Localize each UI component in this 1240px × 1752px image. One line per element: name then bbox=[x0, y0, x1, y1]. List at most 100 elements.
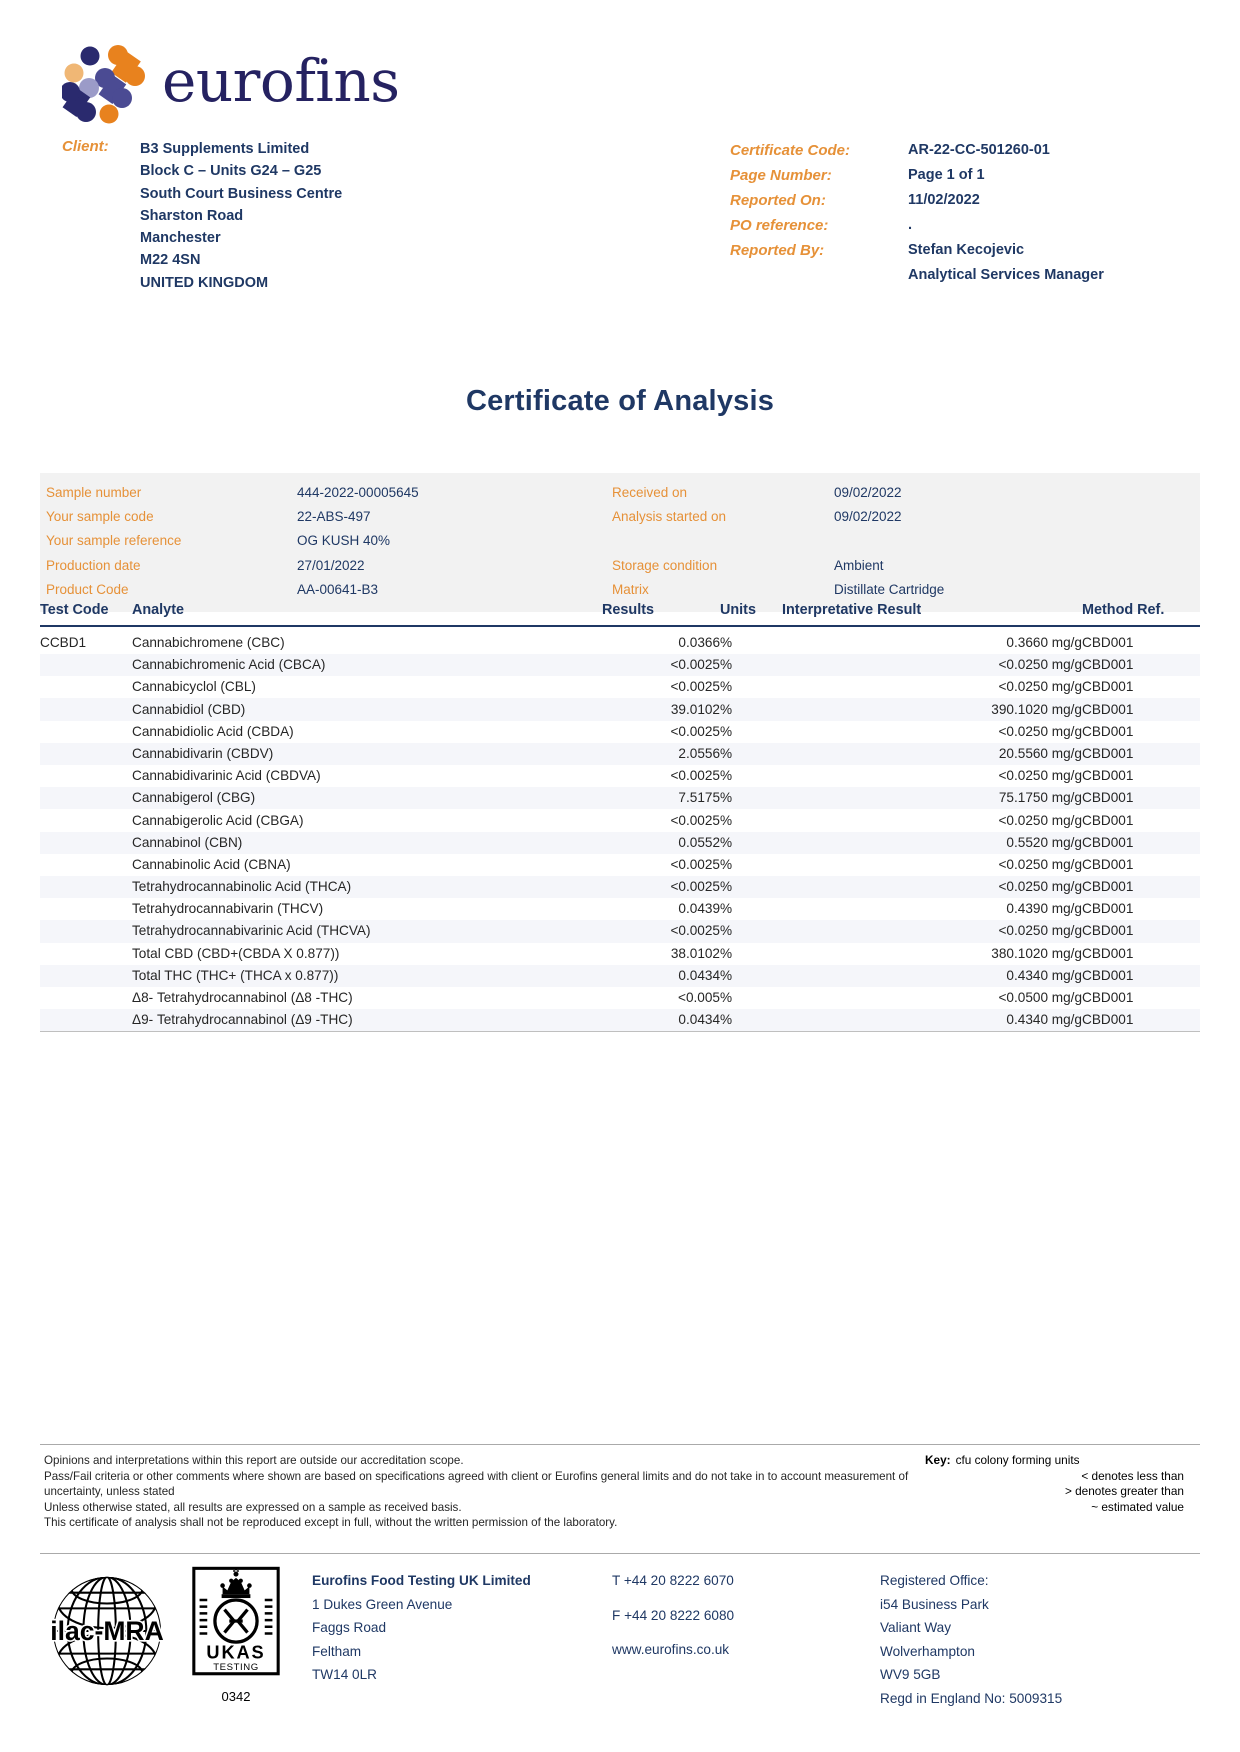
disclaimer-line: Pass/Fail criteria or other comments whe… bbox=[44, 1469, 909, 1499]
footer-website-link[interactable]: www.eurofins.co.uk bbox=[612, 1642, 730, 1658]
production-date-label: Production date bbox=[46, 557, 141, 573]
key-label: Key: bbox=[925, 1453, 951, 1467]
footer-address-line: Faggs Road bbox=[312, 1620, 387, 1636]
analysis-started-value: 09/02/2022 bbox=[834, 509, 902, 525]
sample-number-value: 444-2022-00005645 bbox=[297, 485, 419, 500]
footer-address-line: 1 Dukes Green Avenue bbox=[312, 1596, 453, 1612]
page-title: Certificate of Analysis bbox=[465, 385, 775, 417]
cell-analyte: Cannabichromenic Acid (CBCA) bbox=[132, 657, 326, 673]
cell-test-code bbox=[40, 943, 132, 965]
key-first-row: Key: cfu colony forming units bbox=[925, 1453, 1200, 1469]
footer-company-address: Eurofins Food Testing UK Limited 1 Dukes… bbox=[312, 1565, 612, 1687]
footer-registered-line: Wolverhampton bbox=[880, 1643, 975, 1659]
cell-test-code bbox=[40, 876, 132, 898]
cell-unit: % bbox=[720, 679, 733, 695]
sample-spacer-label bbox=[612, 529, 834, 553]
svg-text:TESTING: TESTING bbox=[213, 1662, 259, 1673]
cell-unit: % bbox=[720, 923, 733, 939]
cell-interpretative-result: 0.4390 mg/g bbox=[1006, 901, 1082, 917]
client-block: Client: B3 Supplements Limited Block C –… bbox=[62, 138, 342, 294]
cell-analyte: Cannabigerolic Acid (CBGA) bbox=[132, 812, 304, 828]
cell-test-code: CCBD1 bbox=[40, 635, 87, 650]
client-address-line: Block C – Units G24 – G25 bbox=[140, 163, 322, 180]
cell-analyte: Cannabinolic Acid (CBNA) bbox=[132, 856, 291, 872]
footer-registered-line: Valiant Way bbox=[880, 1620, 952, 1636]
table-row: Cannabichromenic Acid (CBCA) <0.0025% <0.0… bbox=[40, 654, 1200, 677]
cell-result: <0.005 bbox=[678, 990, 720, 1005]
footer-registered-line: i54 Business Park bbox=[880, 1596, 989, 1612]
cell-interpretative-result: 0.4340 mg/g bbox=[1006, 1012, 1082, 1028]
cell-interpretative-result: <0.0250 mg/g bbox=[998, 657, 1082, 673]
cell-method-ref: CBD001 bbox=[1082, 657, 1134, 673]
cell-test-code bbox=[40, 965, 132, 987]
table-row: Δ8- Tetrahydrocannabinol (Δ8 -THC) <0.005… bbox=[40, 987, 1200, 1009]
cell-test-code bbox=[40, 920, 132, 942]
table-row: Cannabidiolic Acid (CBDA) <0.0025% <0.0250… bbox=[40, 721, 1200, 743]
cell-test-code bbox=[40, 765, 132, 787]
cell-test-code bbox=[40, 1009, 132, 1031]
reported-by-row: Reported By: Stefan Kecojevic bbox=[730, 238, 1104, 263]
table-row: Cannabigerolic Acid (CBGA) <0.0025% <0.025… bbox=[40, 809, 1200, 831]
cell-result: <0.0025 bbox=[670, 768, 720, 784]
sample-reference-label: Your sample reference bbox=[46, 533, 182, 549]
sample-code-value: 22-ABS-497 bbox=[297, 509, 371, 525]
cell-result: <0.0025 bbox=[670, 923, 720, 939]
disclaimer-text: Opinions and interpretations within this… bbox=[44, 1453, 914, 1531]
cell-interpretative-result: 380.1020 mg/g bbox=[991, 945, 1082, 961]
col-test-code: Test Code bbox=[40, 600, 132, 627]
col-results: Results bbox=[602, 600, 720, 627]
cell-interpretative-result: <0.0500 mg/g bbox=[998, 990, 1082, 1005]
col-analyte: Analyte bbox=[132, 600, 602, 627]
cell-result: 0.0434 bbox=[678, 1012, 720, 1028]
disclaimer-line: Unless otherwise stated, all results are… bbox=[44, 1500, 462, 1514]
cell-interpretative-result: <0.0250 mg/g bbox=[998, 812, 1082, 828]
certificate-code-label: Certificate Code: bbox=[730, 142, 851, 159]
table-row: Cannabinolic Acid (CBNA) <0.0025% <0.0250 … bbox=[40, 854, 1200, 876]
table-row: Total CBD (CBD+(CBDA X 0.877)) 38.0102% 38… bbox=[40, 943, 1200, 965]
cell-unit: % bbox=[720, 901, 733, 917]
cell-method-ref: CBD001 bbox=[1082, 790, 1134, 806]
table-row: CCBD1 Cannabichromene (CBC) 0.0366% 0.3660 … bbox=[40, 626, 1200, 654]
po-reference-value: . bbox=[908, 217, 913, 233]
cell-method-ref: CBD001 bbox=[1082, 967, 1134, 983]
cell-method-ref: CBD001 bbox=[1082, 701, 1134, 717]
cell-interpretative-result: 390.1020 mg/g bbox=[991, 701, 1082, 717]
disclaimer-divider bbox=[40, 1444, 1200, 1445]
sample-info-panel: Sample number 444-2022-00005645 Received… bbox=[40, 473, 1200, 613]
cell-result: 0.0552 bbox=[678, 834, 720, 850]
cell-test-code bbox=[40, 809, 132, 831]
production-date-value: 27/01/2022 bbox=[297, 557, 365, 573]
cell-analyte: Tetrahydrocannabivarinic Acid (THCVA) bbox=[132, 923, 371, 939]
cell-unit: % bbox=[720, 701, 733, 717]
table-row: Tetrahydrocannabivarinic Acid (THCVA) <0.… bbox=[40, 920, 1200, 943]
cell-unit: % bbox=[720, 723, 733, 739]
cell-test-code bbox=[40, 654, 132, 676]
cell-result: 0.0439 bbox=[678, 901, 720, 917]
po-reference-label: PO reference: bbox=[730, 217, 829, 234]
cell-unit: % bbox=[720, 945, 733, 961]
page-number-label: Page Number: bbox=[730, 167, 832, 184]
svg-text:ilac-MRA: ilac-MRA bbox=[50, 1616, 164, 1646]
matrix-value: Distillate Cartridge bbox=[834, 581, 945, 597]
cell-analyte: Total THC (THC+ (THCA x 0.877)) bbox=[132, 967, 339, 983]
cell-test-code bbox=[40, 898, 132, 920]
cell-test-code bbox=[40, 743, 132, 765]
cell-analyte: Δ8- Tetrahydrocannabinol (Δ8 -THC) bbox=[132, 990, 353, 1005]
cell-analyte: Cannabidivarin (CBDV) bbox=[132, 745, 274, 761]
eurofins-wordmark: eurofins bbox=[162, 47, 400, 115]
results-table-head: Test Code Analyte Results Units Interpre… bbox=[40, 600, 1200, 627]
cell-analyte: Cannabigerol (CBG) bbox=[132, 790, 256, 806]
cell-method-ref: CBD001 bbox=[1082, 945, 1134, 961]
key-cfu: cfu colony forming units bbox=[955, 1453, 1080, 1467]
ukas-icon: UKAS TESTING bbox=[188, 1565, 284, 1684]
page-number-value: Page 1 of 1 bbox=[908, 167, 985, 183]
cell-interpretative-result: 0.3660 mg/g bbox=[1006, 635, 1082, 650]
cell-analyte: Cannabidivarinic Acid (CBDVA) bbox=[132, 768, 321, 784]
cell-method-ref: CBD001 bbox=[1082, 768, 1134, 784]
eurofins-logo: eurofins bbox=[62, 38, 400, 124]
cell-test-code bbox=[40, 832, 132, 854]
footer-registered-line: WV9 5GB bbox=[880, 1667, 941, 1683]
client-address-line: UNITED KINGDOM bbox=[140, 274, 269, 291]
cell-unit: % bbox=[720, 1012, 733, 1028]
certificate-code-value: AR-22-CC-501260-01 bbox=[908, 142, 1050, 158]
